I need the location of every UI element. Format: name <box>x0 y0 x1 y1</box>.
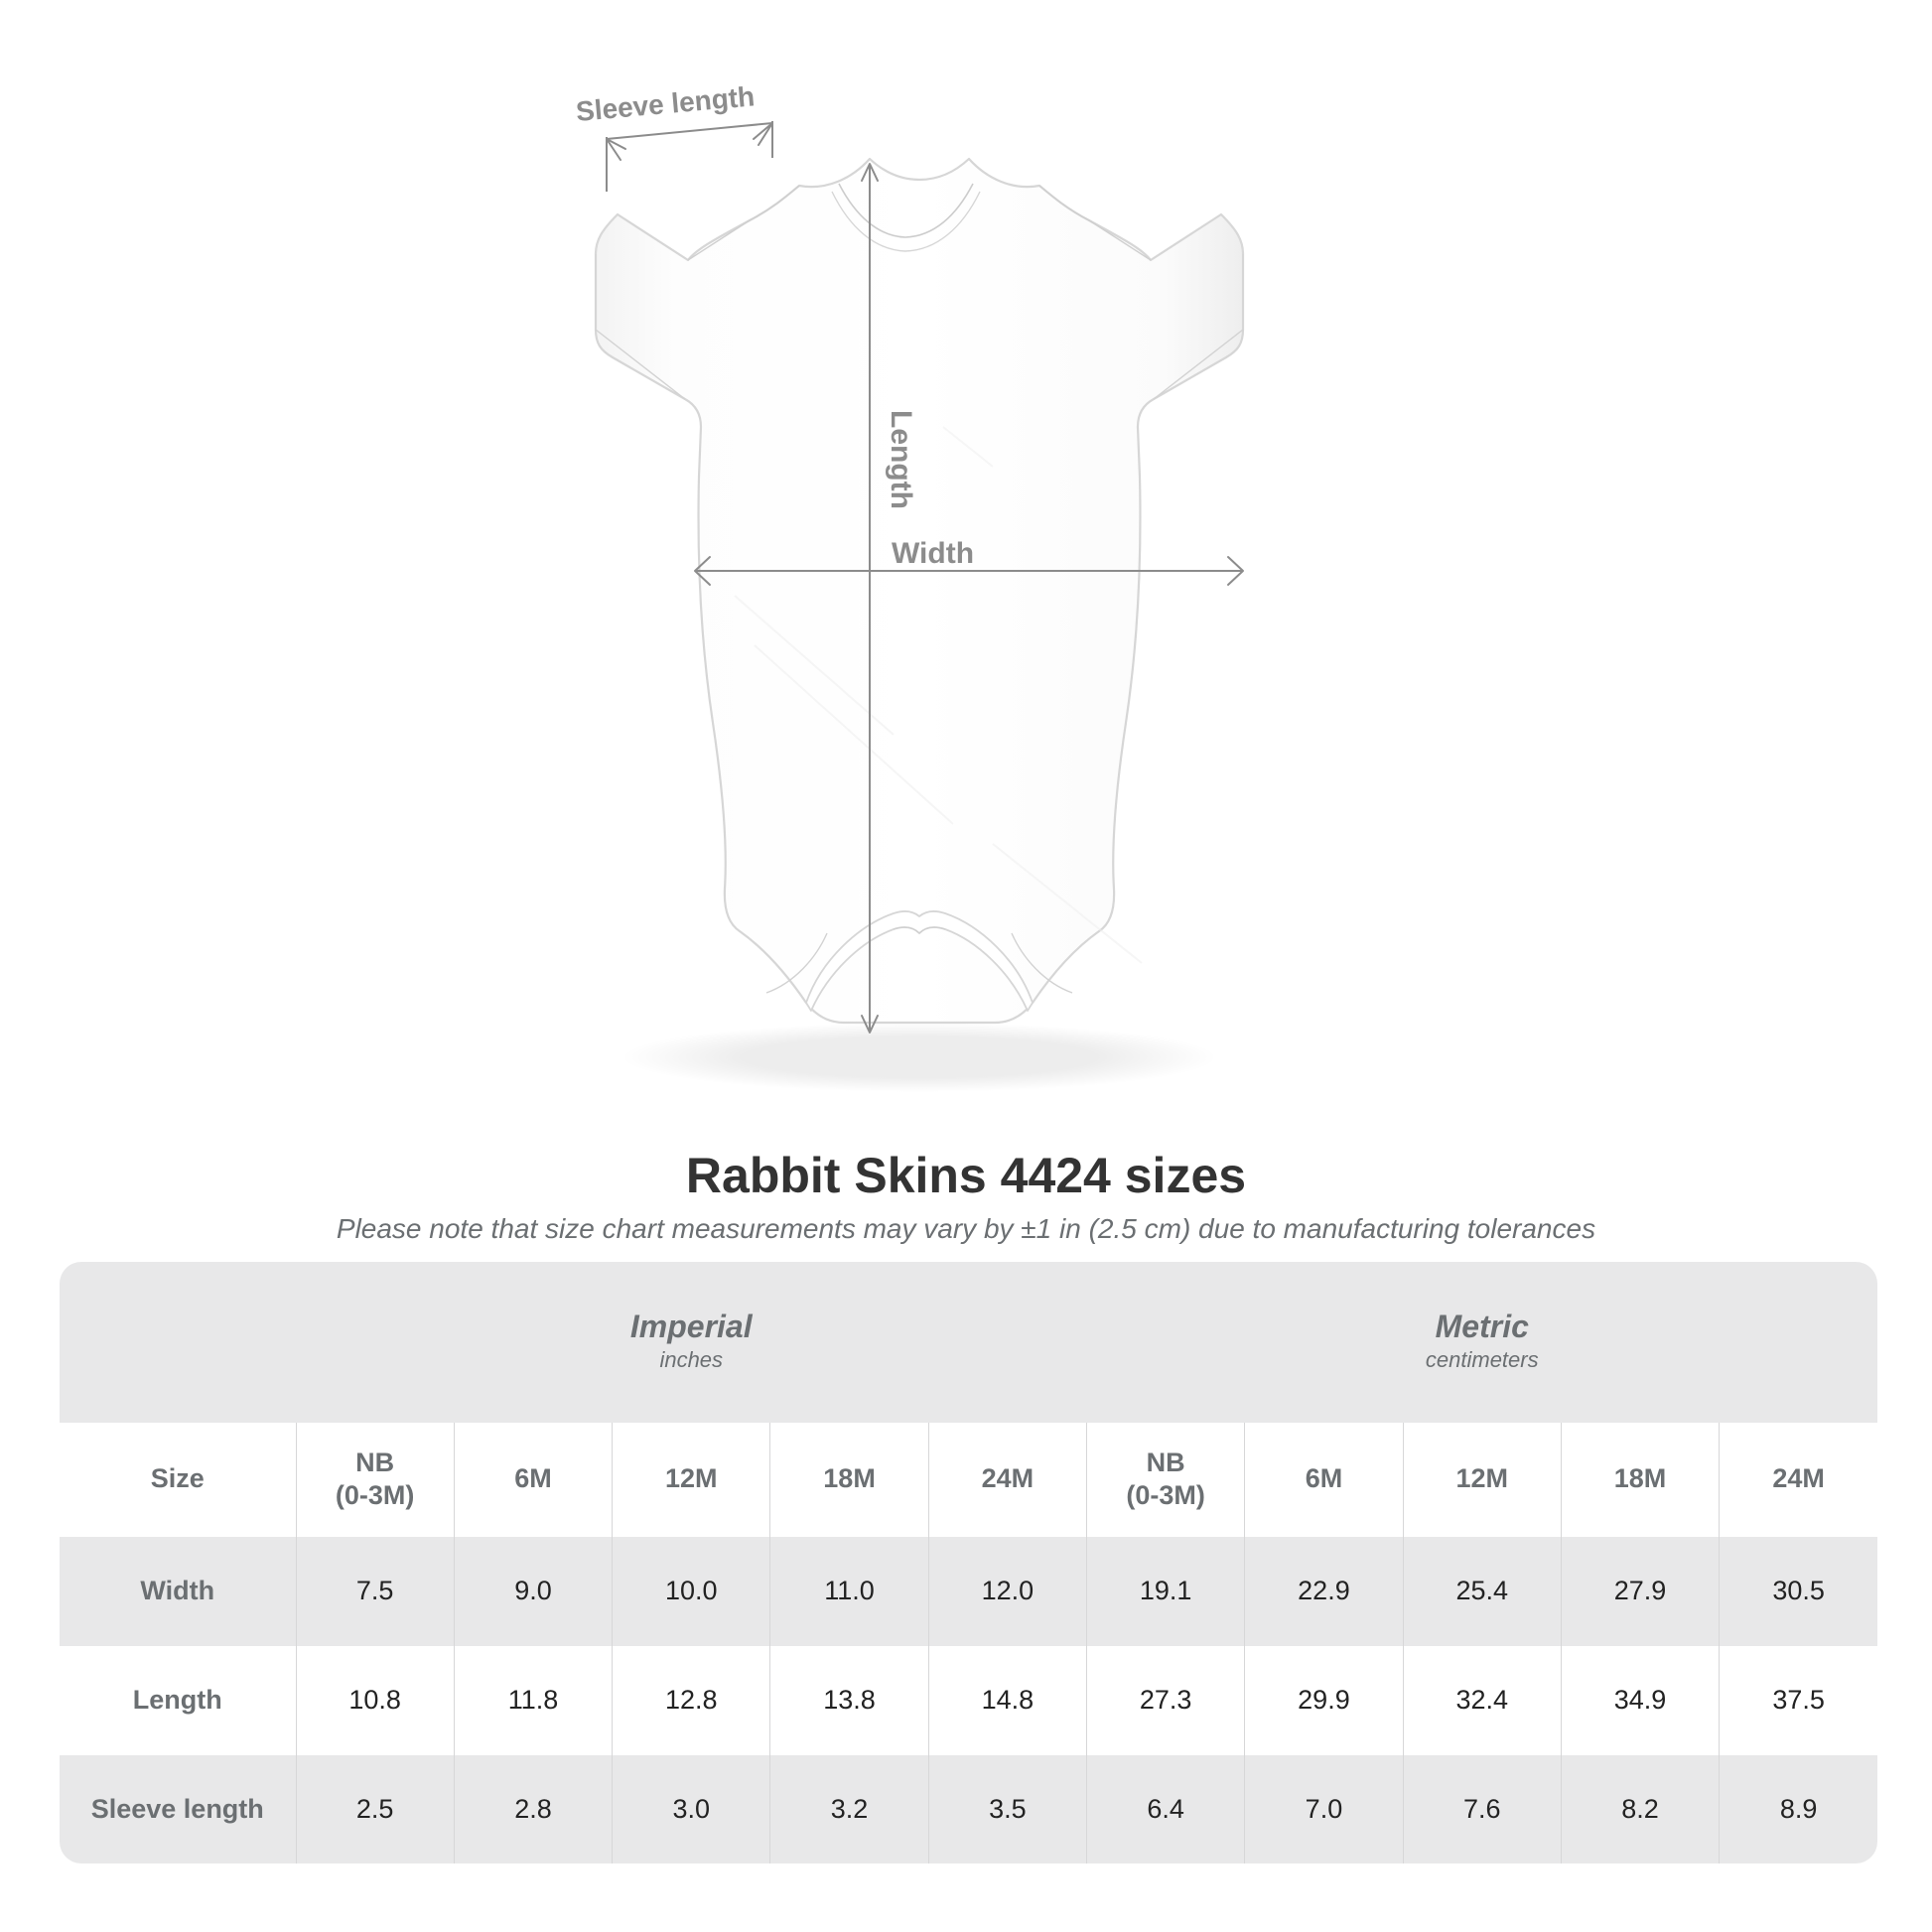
svg-text:Sleeve length: Sleeve length <box>575 80 757 127</box>
svg-text:Width: Width <box>892 537 974 570</box>
svg-text:Length: Length <box>885 410 917 509</box>
